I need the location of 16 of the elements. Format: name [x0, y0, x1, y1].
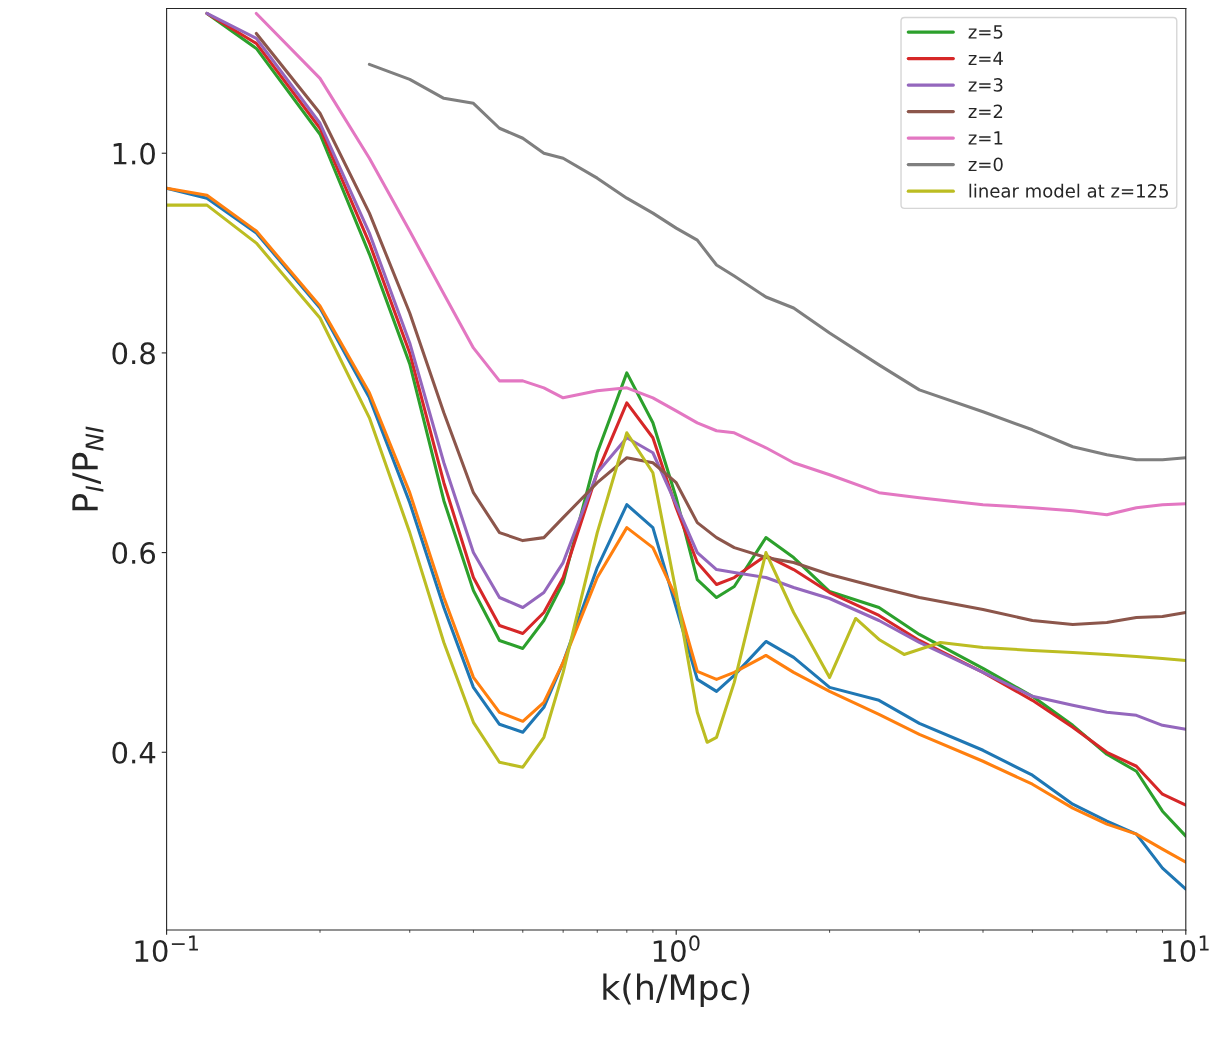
y-tick-label: 0.4 [112, 741, 156, 764]
y-tick-label: 0.8 [112, 342, 155, 365]
y-tick-label: 0.6 [112, 542, 156, 565]
legend-label: z=4 [968, 51, 1003, 65]
y-tick-label: 1.0 [113, 142, 155, 165]
legend-label: linear model at z=125 [969, 183, 1168, 198]
y-axis-title: P$_{I}$/P$_{NI}$ [72, 426, 104, 511]
x-tick-label: 10$^{1}$ [1163, 935, 1209, 963]
legend-label: z=0 [968, 157, 1003, 172]
legend-label: z=5 [968, 25, 1003, 39]
legend-label: z=2 [968, 104, 1003, 118]
legend-label: z=1 [968, 131, 1003, 145]
x-tick-label: 10$^{0}$ [653, 935, 700, 963]
legend-label: z=3 [968, 78, 1003, 92]
x-tick-label: 10$^{−1}$ [135, 935, 198, 963]
x-axis-title: k(h/Mpc) [603, 973, 750, 1008]
